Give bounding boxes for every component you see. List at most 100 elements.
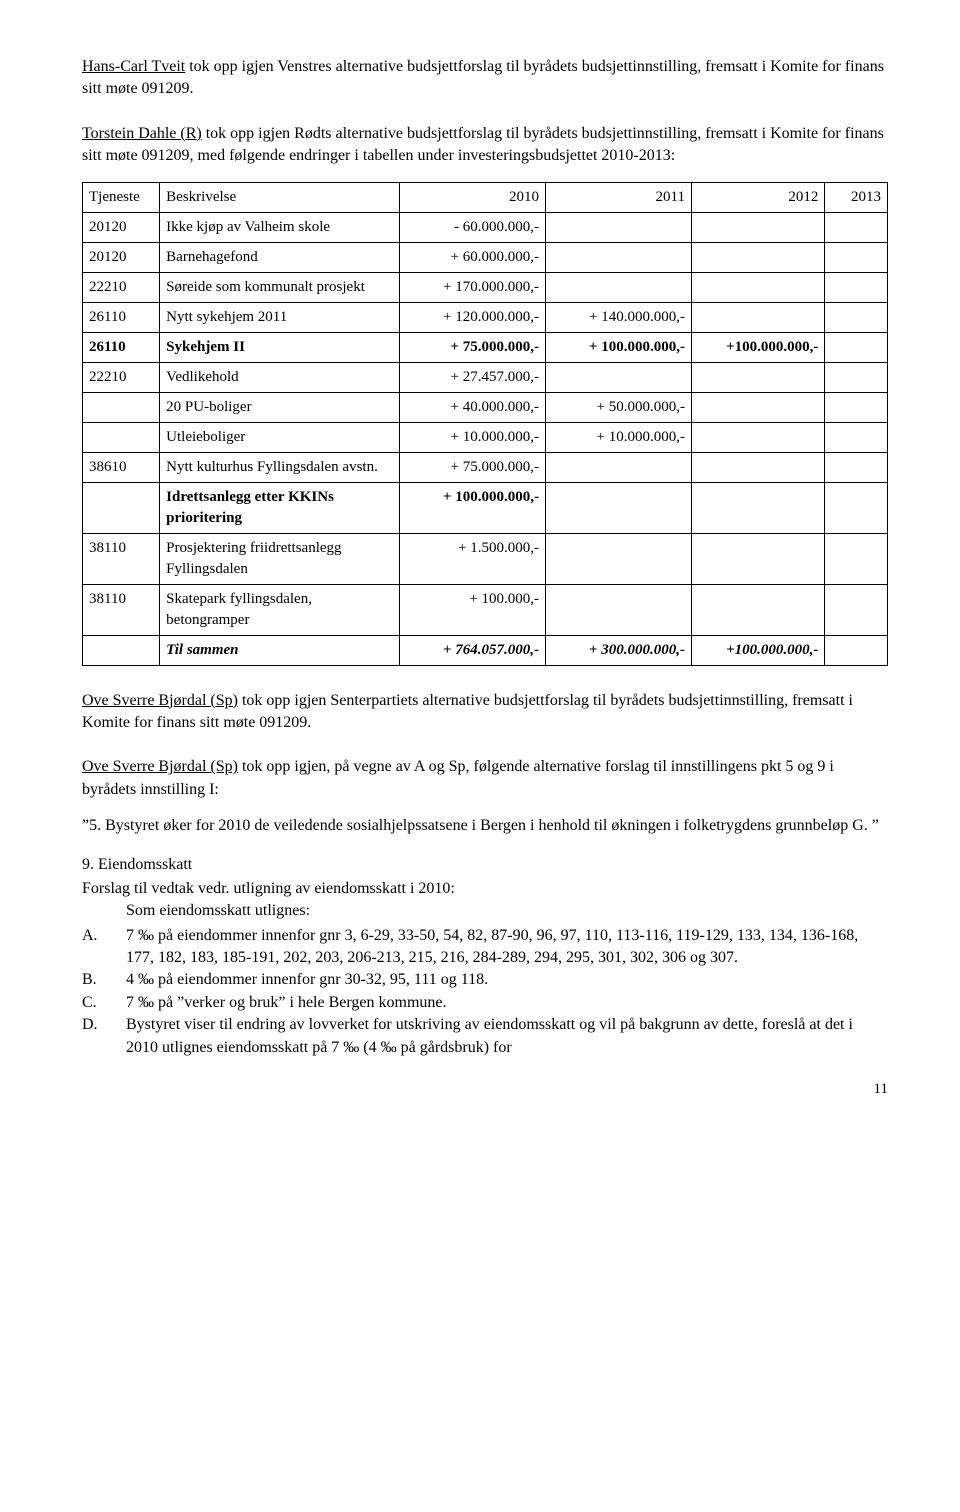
table-cell: + 10.000.000,-: [545, 422, 691, 452]
table-cell: Vedlikehold: [160, 362, 400, 392]
mid-paragraph-2: Ove Sverre Bjørdal (Sp) tok opp igjen, p…: [82, 756, 888, 801]
list-item-label: C.: [82, 992, 126, 1014]
eiendomsskatt-list: A.7 ‰ på eiendommer innenfor gnr 3, 6-29…: [82, 925, 888, 1059]
table-cell: + 50.000.000,-: [545, 392, 691, 422]
table-cell: [825, 212, 888, 242]
table-row: 20120Barnehagefond+ 60.000.000,-: [83, 242, 888, 272]
table-cell: [825, 533, 888, 584]
table-cell: [691, 362, 824, 392]
table-cell: [825, 452, 888, 482]
table-cell: 20120: [83, 242, 160, 272]
table-cell: [83, 635, 160, 665]
table-cell: [545, 482, 691, 533]
table-cell: [825, 362, 888, 392]
table-cell: + 300.000.000,-: [545, 635, 691, 665]
intro-paragraph-1: Hans-Carl Tveit tok opp igjen Venstres a…: [82, 56, 888, 101]
table-cell: Søreide som kommunalt prosjekt: [160, 272, 400, 302]
table-row: 38110Skatepark fyllingsdalen, betongramp…: [83, 584, 888, 635]
person-name-2: Torstein Dahle (R): [82, 125, 202, 142]
table-cell: 38110: [83, 584, 160, 635]
table-cell: + 27.457.000,-: [399, 362, 545, 392]
table-cell: [691, 242, 824, 272]
list-item-text: 7 ‰ på ”verker og bruk” i hele Bergen ko…: [126, 992, 888, 1014]
table-cell: Nytt sykehjem 2011: [160, 302, 400, 332]
table-cell: + 764.057.000,-: [399, 635, 545, 665]
table-cell: [825, 392, 888, 422]
table-row: 22210Søreide som kommunalt prosjekt+ 170…: [83, 272, 888, 302]
table-cell: + 100.000,-: [399, 584, 545, 635]
table-cell: Prosjektering friidrettsanlegg Fyllingsd…: [160, 533, 400, 584]
table-row: Utleieboliger+ 10.000.000,-+ 10.000.000,…: [83, 422, 888, 452]
table-cell: [825, 242, 888, 272]
table-cell: [691, 452, 824, 482]
table-cell: [691, 392, 824, 422]
table-row: 26110Sykehjem II+ 75.000.000,-+ 100.000.…: [83, 332, 888, 362]
mid-paragraph-1: Ove Sverre Bjørdal (Sp) tok opp igjen Se…: [82, 690, 888, 735]
table-cell: +100.000.000,-: [691, 635, 824, 665]
table-cell: [825, 584, 888, 635]
table-row: 26110Nytt sykehjem 2011+ 120.000.000,-+ …: [83, 302, 888, 332]
table-cell: [825, 332, 888, 362]
table-cell: Utleieboliger: [160, 422, 400, 452]
table-cell: 20 PU-boliger: [160, 392, 400, 422]
table-cell: + 10.000.000,-: [399, 422, 545, 452]
table-cell: Idrettsanlegg etter KKINs prioritering: [160, 482, 400, 533]
table-row: 38610Nytt kulturhus Fyllingsdalen avstn.…: [83, 452, 888, 482]
intro-text-1: tok opp igjen Venstres alternative budsj…: [82, 58, 884, 97]
table-row: Til sammen+ 764.057.000,-+ 300.000.000,-…: [83, 635, 888, 665]
list-item-label: A.: [82, 925, 126, 947]
pkt9-sub2: Som eiendomsskatt utlignes:: [82, 900, 888, 922]
table-row: Idrettsanlegg etter KKINs prioritering+ …: [83, 482, 888, 533]
table-cell: + 100.000.000,-: [545, 332, 691, 362]
budget-table: TjenesteBeskrivelse2010201120122013 2012…: [82, 182, 888, 666]
table-cell: [825, 302, 888, 332]
table-cell: [83, 422, 160, 452]
table-header: 2012: [691, 182, 824, 212]
table-row: 22210Vedlikehold+ 27.457.000,-: [83, 362, 888, 392]
person-name-1: Hans-Carl Tveit: [82, 58, 185, 75]
table-cell: +100.000.000,-: [691, 332, 824, 362]
person-name-3: Ove Sverre Bjørdal (Sp): [82, 692, 238, 709]
table-cell: [691, 272, 824, 302]
list-item-label: D.: [82, 1014, 126, 1036]
table-header: Beskrivelse: [160, 182, 400, 212]
intro-text-2: tok opp igjen Rødts alternative budsjett…: [82, 125, 884, 164]
table-header: Tjeneste: [83, 182, 160, 212]
table-cell: 20120: [83, 212, 160, 242]
table-cell: 22210: [83, 362, 160, 392]
table-header: 2010: [399, 182, 545, 212]
table-header: 2013: [825, 182, 888, 212]
table-cell: [691, 584, 824, 635]
table-cell: + 1.500.000,-: [399, 533, 545, 584]
pkt5-text: ”5. Bystyret øker for 2010 de veiledende…: [82, 815, 888, 837]
table-cell: [825, 635, 888, 665]
list-item: C.7 ‰ på ”verker og bruk” i hele Bergen …: [82, 992, 888, 1014]
table-cell: [545, 362, 691, 392]
table-cell: + 75.000.000,-: [399, 332, 545, 362]
intro-paragraph-2: Torstein Dahle (R) tok opp igjen Rødts a…: [82, 123, 888, 168]
table-row: 20 PU-boliger+ 40.000.000,-+ 50.000.000,…: [83, 392, 888, 422]
table-cell: [825, 422, 888, 452]
table-row: 38110Prosjektering friidrettsanlegg Fyll…: [83, 533, 888, 584]
table-cell: [545, 452, 691, 482]
list-item: A.7 ‰ på eiendommer innenfor gnr 3, 6-29…: [82, 925, 888, 970]
table-cell: Nytt kulturhus Fyllingsdalen avstn.: [160, 452, 400, 482]
table-cell: [825, 482, 888, 533]
table-cell: [545, 533, 691, 584]
table-row: 20120Ikke kjøp av Valheim skole- 60.000.…: [83, 212, 888, 242]
table-cell: - 60.000.000,-: [399, 212, 545, 242]
pkt9-heading: 9. Eiendomsskatt: [82, 854, 888, 876]
table-cell: 22210: [83, 272, 160, 302]
list-item-text: Bystyret viser til endring av lovverket …: [126, 1014, 888, 1059]
table-cell: [691, 212, 824, 242]
table-cell: + 170.000.000,-: [399, 272, 545, 302]
table-cell: [545, 584, 691, 635]
table-cell: [825, 272, 888, 302]
table-cell: Til sammen: [160, 635, 400, 665]
table-cell: [83, 482, 160, 533]
list-item: B.4 ‰ på eiendommer innenfor gnr 30-32, …: [82, 969, 888, 991]
table-cell: [545, 242, 691, 272]
table-cell: + 120.000.000,-: [399, 302, 545, 332]
pkt9-sub1: Forslag til vedtak vedr. utligning av ei…: [82, 878, 888, 900]
table-cell: + 60.000.000,-: [399, 242, 545, 272]
